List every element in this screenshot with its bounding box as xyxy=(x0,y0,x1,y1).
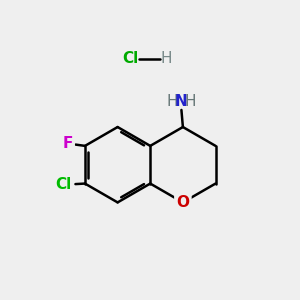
Text: F: F xyxy=(63,136,73,151)
Text: H: H xyxy=(184,94,196,109)
Text: Cl: Cl xyxy=(56,177,72,192)
Text: Cl: Cl xyxy=(123,51,139,66)
Text: H: H xyxy=(160,51,172,66)
Text: O: O xyxy=(176,195,189,210)
Text: N: N xyxy=(175,94,188,109)
Text: H: H xyxy=(167,94,178,109)
